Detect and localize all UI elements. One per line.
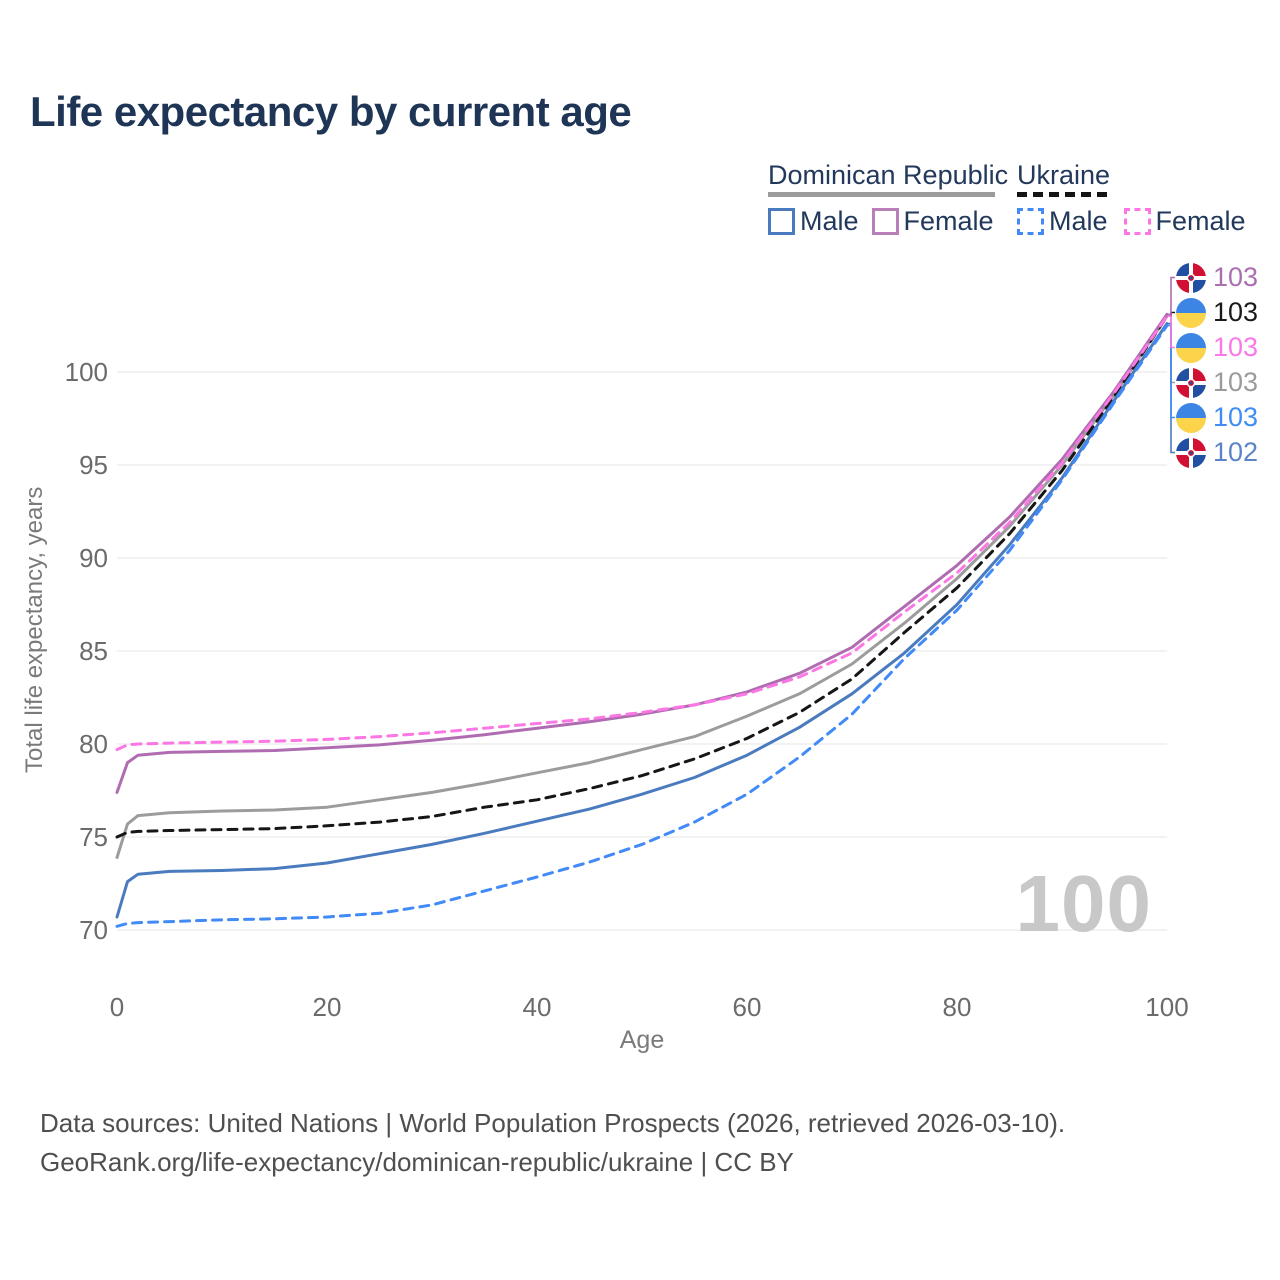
legend-label-dr-male: Male <box>800 206 859 236</box>
y-tick-label: 70 <box>79 915 108 945</box>
legend-label-dr-female: Female <box>903 206 994 236</box>
end-label-connector-ua-female <box>1167 315 1175 349</box>
legend-item-ua-male[interactable]: Male <box>1017 206 1108 237</box>
legend-header-dominican-republic[interactable]: Dominican Republic <box>768 160 1009 190</box>
x-tick-label: 60 <box>733 992 762 1022</box>
legend-item-ua-female[interactable]: Female <box>1123 206 1246 237</box>
y-tick-label: 100 <box>65 357 108 387</box>
end-label-connector-ua-male <box>1167 324 1175 419</box>
y-tick-label: 95 <box>79 450 108 480</box>
legend-underline-solid <box>768 192 995 197</box>
y-tick-label: 90 <box>79 543 108 573</box>
y-axis-title: Total life expectancy, years <box>21 486 48 774</box>
series-line-ua-male <box>115 324 1169 928</box>
series-line-do-all <box>115 314 1169 859</box>
legend-underline-dashed <box>1017 192 1110 197</box>
footer-data-sources: Data sources: United Nations | World Pop… <box>40 1108 1066 1138</box>
x-axis-title: Age <box>619 1026 665 1054</box>
page-title: Life expectancy by current age <box>30 88 632 135</box>
legend-group-dominican-republic: Dominican Republic Male Female <box>768 160 1028 237</box>
series-line-do-male <box>115 322 1169 919</box>
legend-swatch-dr-male <box>768 208 795 235</box>
x-tick-label: 100 <box>1145 992 1188 1022</box>
legend-header-ukraine[interactable]: Ukraine <box>1017 160 1111 190</box>
legend-swatch-ua-female <box>1123 208 1151 235</box>
y-tick-label: 85 <box>79 636 108 666</box>
x-tick-label: 80 <box>943 992 972 1022</box>
y-tick-label: 75 <box>79 822 108 852</box>
series-line-ua-female <box>115 314 1169 752</box>
y-tick-label: 80 <box>79 729 108 759</box>
legend-label-ua-female: Female <box>1155 206 1246 236</box>
x-tick-label: 20 <box>313 992 342 1022</box>
end-label-connector-do-female <box>1167 276 1175 316</box>
series-line-do-female <box>115 312 1169 794</box>
legend-label-ua-male: Male <box>1049 206 1108 236</box>
current-age-watermark: 100 <box>1015 859 1152 948</box>
legend-swatch-ua-male <box>1017 208 1044 235</box>
footer-source-url: GeoRank.org/life-expectancy/dominican-re… <box>40 1147 794 1177</box>
legend-swatch-dr-female <box>871 208 899 235</box>
legend-item-dr-female[interactable]: Female <box>871 206 994 237</box>
x-tick-label: 40 <box>523 992 552 1022</box>
x-tick-label: 0 <box>110 992 124 1022</box>
legend-group-ukraine: Ukraine Male Female <box>1017 160 1277 237</box>
legend-item-dr-male[interactable]: Male <box>768 206 859 237</box>
series-line-ua-all <box>115 314 1169 839</box>
footer: Data sources: United Nations | World Pop… <box>40 1104 1240 1182</box>
